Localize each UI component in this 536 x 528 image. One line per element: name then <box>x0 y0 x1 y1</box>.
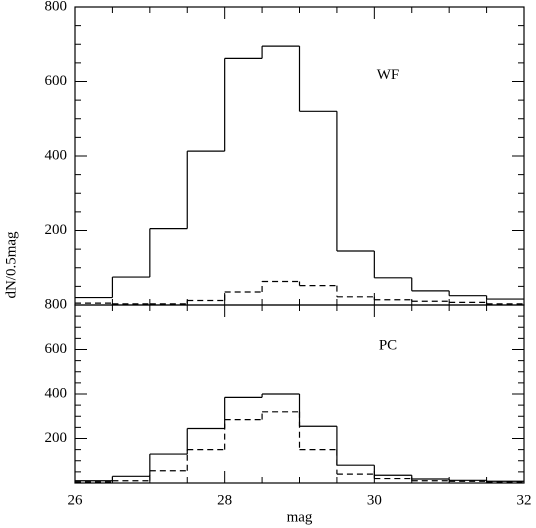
y-tick-label: 600 <box>45 341 68 357</box>
x-tick-label: 32 <box>517 492 532 508</box>
x-tick-label: 26 <box>68 492 84 508</box>
annotation: PC <box>379 337 397 353</box>
x-tick-label: 28 <box>217 492 232 508</box>
y-tick-label: 200 <box>45 222 68 238</box>
x-axis-label: mag <box>287 509 313 525</box>
x-tick-label: 30 <box>367 492 382 508</box>
y-tick-label: 400 <box>45 147 68 163</box>
y-tick-label: 400 <box>45 385 68 401</box>
y-tick-label: 200 <box>45 430 68 446</box>
y-axis-label: dN/0.5mag <box>3 231 19 299</box>
y-tick-label: 800 <box>45 296 68 312</box>
annotation: WF <box>377 67 400 83</box>
y-tick-label: 800 <box>45 0 68 14</box>
y-tick-label: 600 <box>45 73 68 89</box>
